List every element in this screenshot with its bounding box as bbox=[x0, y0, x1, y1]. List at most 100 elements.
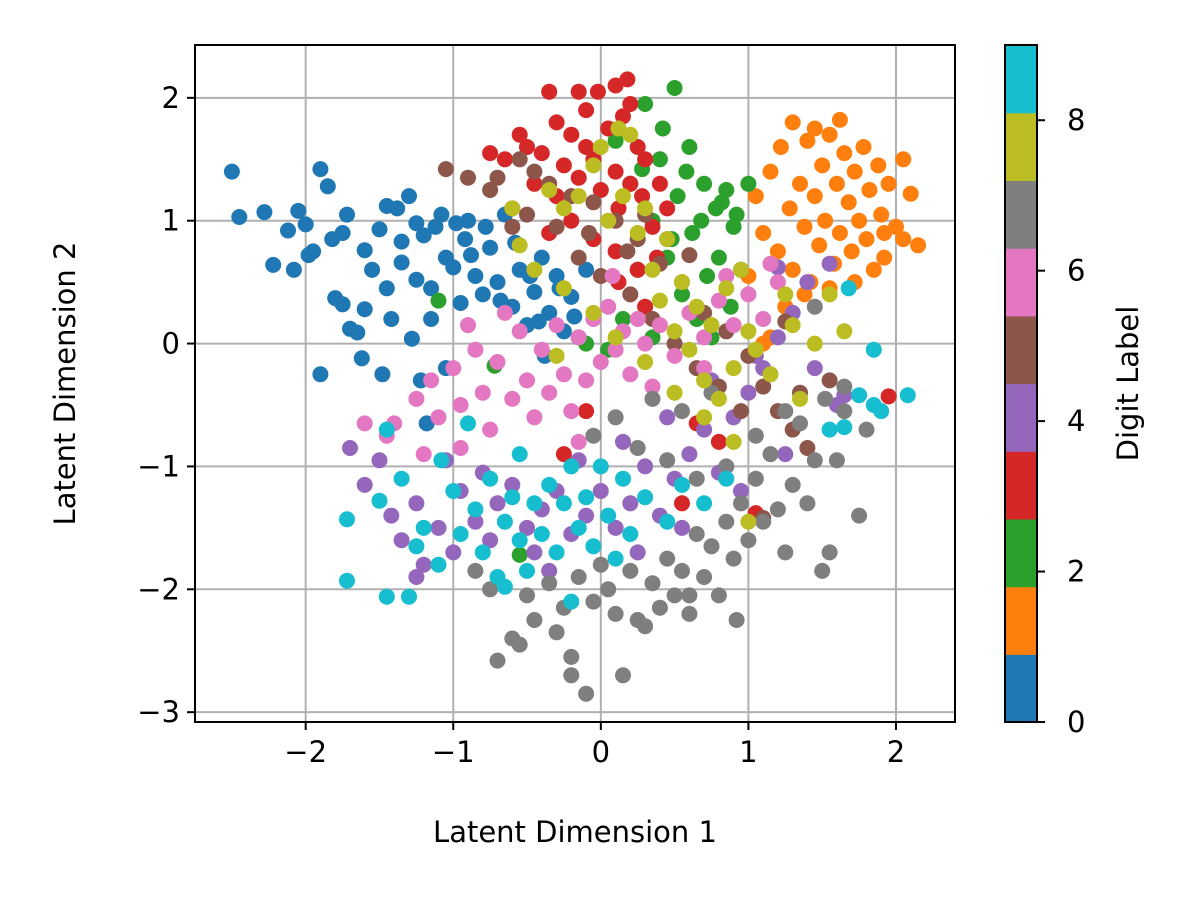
data-point-digit-4 bbox=[740, 384, 757, 401]
data-point-digit-9 bbox=[339, 572, 355, 589]
data-point-digit-8 bbox=[622, 126, 639, 143]
data-point-digit-6 bbox=[519, 372, 535, 389]
data-point-digit-6 bbox=[511, 323, 528, 340]
data-point-digit-6 bbox=[489, 354, 506, 370]
data-point-digit-8 bbox=[733, 261, 749, 278]
data-point-digit-0 bbox=[427, 218, 444, 235]
data-point-digit-4 bbox=[629, 544, 646, 561]
data-point-digit-6 bbox=[604, 268, 621, 284]
data-point-digit-1 bbox=[895, 231, 912, 248]
data-point-digit-7 bbox=[696, 569, 713, 585]
data-point-digit-8 bbox=[666, 323, 683, 340]
data-point-digit-7 bbox=[482, 581, 499, 598]
data-point-digit-0 bbox=[383, 311, 400, 327]
data-point-digit-6 bbox=[445, 360, 462, 377]
colorbar-tick-label: 8 bbox=[1067, 103, 1085, 137]
data-point-digit-3 bbox=[629, 261, 646, 278]
data-point-digit-8 bbox=[511, 237, 528, 254]
data-point-digit-7 bbox=[718, 513, 735, 530]
data-point-digit-5 bbox=[489, 169, 506, 186]
data-point-digit-7 bbox=[728, 612, 745, 628]
data-point-digit-2 bbox=[684, 225, 701, 241]
data-point-digit-7 bbox=[659, 550, 676, 567]
data-point-digit-3 bbox=[563, 126, 580, 143]
data-point-digit-3 bbox=[607, 163, 624, 180]
data-point-digit-9 bbox=[899, 387, 916, 404]
data-point-digit-1 bbox=[799, 132, 816, 149]
data-point-digit-6 bbox=[415, 446, 432, 463]
data-point-digit-5 bbox=[460, 169, 476, 186]
y-tick-label: 0 bbox=[162, 327, 180, 361]
data-point-digit-8 bbox=[666, 384, 683, 401]
data-points bbox=[223, 71, 927, 702]
data-point-digit-9 bbox=[718, 470, 735, 487]
data-point-digit-9 bbox=[600, 507, 617, 524]
data-point-digit-6 bbox=[408, 390, 425, 407]
plot-frame bbox=[194, 44, 956, 723]
data-point-digit-5 bbox=[799, 440, 816, 456]
data-point-digit-3 bbox=[607, 243, 624, 260]
data-point-digit-0 bbox=[334, 296, 351, 313]
data-point-digit-1 bbox=[814, 157, 831, 174]
colorbar-label: Digit Label bbox=[1111, 306, 1145, 462]
data-point-digit-3 bbox=[674, 495, 690, 512]
data-point-digit-1 bbox=[796, 218, 813, 235]
data-point-digit-6 bbox=[666, 347, 683, 364]
data-point-digit-8 bbox=[629, 225, 646, 241]
data-point-digit-6 bbox=[555, 366, 572, 383]
data-point-digit-9 bbox=[482, 470, 499, 487]
data-point-digit-9 bbox=[408, 538, 425, 555]
y-tick-label: −2 bbox=[137, 572, 180, 606]
data-point-digit-9 bbox=[460, 415, 476, 432]
data-point-digit-4 bbox=[393, 532, 410, 549]
data-point-digit-7 bbox=[637, 618, 654, 635]
colorbar-frame bbox=[1004, 44, 1038, 723]
data-point-digit-6 bbox=[452, 397, 469, 413]
data-point-digit-9 bbox=[873, 403, 890, 420]
data-point-digit-1 bbox=[755, 225, 772, 241]
data-point-digit-9 bbox=[563, 593, 580, 610]
data-point-digit-4 bbox=[592, 483, 609, 499]
data-point-digit-8 bbox=[688, 298, 705, 315]
data-point-digit-4 bbox=[806, 360, 823, 377]
data-point-digit-0 bbox=[526, 284, 543, 300]
data-point-digit-9 bbox=[821, 421, 838, 438]
data-point-digit-7 bbox=[607, 409, 624, 426]
data-point-digit-4 bbox=[489, 495, 506, 512]
data-point-digit-9 bbox=[339, 511, 355, 528]
data-point-digit-6 bbox=[504, 390, 521, 407]
data-point-digit-3 bbox=[578, 102, 595, 119]
data-point-digit-1 bbox=[873, 206, 890, 223]
data-point-digit-0 bbox=[371, 221, 388, 238]
data-point-digit-1 bbox=[865, 261, 882, 278]
data-point-digit-0 bbox=[578, 261, 595, 278]
data-point-digit-2 bbox=[430, 292, 447, 309]
data-point-digit-3 bbox=[644, 218, 661, 235]
data-point-digit-1 bbox=[895, 151, 912, 168]
data-point-digit-1 bbox=[784, 114, 801, 131]
data-point-digit-9 bbox=[548, 544, 565, 561]
data-point-digit-0 bbox=[482, 239, 499, 256]
data-point-digit-7 bbox=[659, 452, 676, 469]
data-point-digit-3 bbox=[570, 169, 587, 186]
data-point-digit-0 bbox=[356, 301, 373, 318]
colorbar-segment bbox=[1005, 248, 1037, 317]
data-point-digit-5 bbox=[681, 247, 698, 264]
data-point-digit-8 bbox=[696, 372, 713, 389]
data-point-digit-5 bbox=[548, 218, 565, 235]
data-point-digit-7 bbox=[777, 544, 794, 561]
data-point-digit-1 bbox=[870, 157, 887, 174]
data-point-digit-7 bbox=[511, 636, 528, 653]
data-point-digit-0 bbox=[339, 206, 355, 223]
data-point-digit-4 bbox=[526, 544, 543, 561]
data-point-digit-0 bbox=[415, 227, 432, 244]
data-point-digit-3 bbox=[615, 108, 631, 125]
data-point-digit-1 bbox=[846, 163, 863, 180]
data-point-digit-9 bbox=[433, 452, 450, 469]
data-point-digit-3 bbox=[637, 151, 654, 168]
data-point-digit-5 bbox=[666, 335, 683, 352]
data-point-digit-6 bbox=[769, 274, 786, 291]
data-point-digit-6 bbox=[592, 354, 609, 370]
data-point-digit-4 bbox=[733, 483, 749, 499]
